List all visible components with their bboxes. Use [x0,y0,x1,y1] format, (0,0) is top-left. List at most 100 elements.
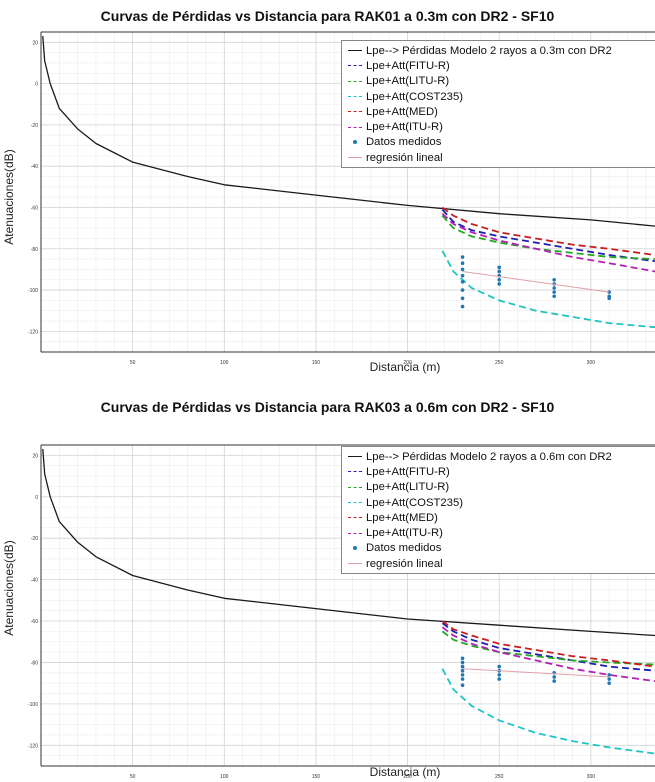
series-line [441,206,655,256]
chart-title: Curvas de Pérdidas vs Distancia para RAK… [100,399,555,415]
legend-label: Lpe+Att(MED) [366,105,438,118]
data-point [460,296,465,301]
series-line [441,622,655,672]
legend-item: Lpe+Att(LITU-R) [348,74,655,89]
legend-marker [353,140,357,145]
x-tick-label: 50 [130,360,136,366]
x-tick-label: 100 [220,360,229,366]
legend-label: Lpe+Att(FITU-R) [366,59,450,72]
x-tick-label: 150 [312,360,321,366]
x-tick-label: 100 [220,774,229,780]
y-tick-label: 20 [32,40,38,46]
series-line [441,208,655,263]
legend-line [348,126,362,128]
data-point [460,677,465,681]
regression-line [462,271,610,293]
legend-item: Datos medidos [348,135,655,150]
legend-item: Lpe+Att(COST235) [348,495,655,510]
data-point [552,679,556,683]
legend-item: Lpe--> Pérdidas Modelo 2 rayos a 0.6m co… [348,449,655,464]
series-group [42,449,655,755]
data-point [552,675,556,679]
series-line [441,213,655,273]
legend-item: Lpe+Att(MED) [348,510,655,525]
data-point [552,277,556,282]
data-point [497,282,502,286]
legend-line [348,456,362,458]
legend-marker [353,546,357,551]
y-tick-label: -100 [28,288,38,294]
y-tick-label: 20 [32,453,38,459]
legend-label: regresión lineal [366,557,443,570]
y-tick-label: -120 [28,329,38,335]
data-point [497,265,502,270]
data-point [607,677,611,681]
y-tick-label: -60 [31,205,38,211]
legend-label: Lpe+Att(LITU-R) [366,481,450,494]
series-line [441,215,655,260]
data-point [460,683,465,688]
legend-item: Lpe--> Pérdidas Modelo 2 rayos a 0.3m co… [348,43,655,58]
data-point [497,277,502,282]
legend-line [348,50,362,52]
series-line-model [42,449,655,637]
x-tick-label: 200 [403,360,412,366]
legend-item: regresión lineal [348,150,655,165]
x-axis-label: Distancia (m) [369,765,441,779]
legend-line [348,502,362,504]
chart-panel-top: Curvas de Pérdidas vs Distancia para RAK… [2,8,655,374]
legend-line [348,471,362,473]
legend-label: Lpe--> Pérdidas Modelo 2 rayos a 0.6m co… [366,450,612,463]
y-tick-label: -120 [28,743,38,749]
data-point [460,288,465,292]
legend-item: regresión lineal [348,556,655,571]
legend-item: Lpe+Att(ITU-R) [348,525,655,540]
data-point [552,286,556,290]
legend-item: Lpe+Att(COST235) [348,89,655,104]
data-point [460,261,465,266]
legend-line [348,111,362,113]
data-point [497,677,502,681]
data-point [607,681,611,685]
chart-title: Curvas de Pérdidas vs Distancia para RAK… [100,8,555,24]
legend-line [348,486,362,488]
data-point [460,280,465,284]
legend-item: Lpe+Att(MED) [348,104,655,119]
legend-item: Datos medidos [348,541,655,556]
data-point [460,255,465,259]
data-point [460,668,465,673]
y-tick-label: -20 [31,536,38,542]
x-tick-label: 300 [587,360,596,366]
data-point [460,673,465,677]
legend-line [348,563,362,565]
legend: Lpe--> Pérdidas Modelo 2 rayos a 0.3m co… [341,40,655,169]
series-line [441,626,655,682]
legend-item: Lpe+Att(FITU-R) [348,58,655,73]
x-tick-label: 250 [495,774,504,780]
x-tick-label: 250 [495,360,504,366]
y-tick-label: -40 [31,578,38,584]
legend-label: Lpe+Att(ITU-R) [366,121,443,134]
series-group [42,36,655,329]
x-tick-label: 300 [587,774,596,780]
legend-label: Datos medidos [366,136,442,149]
legend-line [348,96,362,98]
legend-label: Lpe--> Pérdidas Modelo 2 rayos a 0.3m co… [366,44,612,57]
y-tick-label: 0 [35,495,38,501]
y-tick-label: -80 [31,660,38,666]
data-point [607,296,611,301]
legend-item: Lpe+Att(FITU-R) [348,464,655,479]
series-line-model [42,36,655,227]
data-point [607,673,611,677]
legend-label: Lpe+Att(FITU-R) [366,465,450,478]
y-tick-label: -20 [31,123,38,129]
x-axis-label: Distancia (m) [369,360,441,374]
data-point [460,267,465,272]
data-point [460,273,465,278]
legend: Lpe--> Pérdidas Modelo 2 rayos a 0.6m co… [341,446,655,575]
legend-line [348,157,362,159]
legend-label: Lpe+Att(COST235) [366,90,464,103]
y-tick-label: -100 [28,702,38,708]
series-line [441,250,655,329]
data-point [460,304,465,309]
